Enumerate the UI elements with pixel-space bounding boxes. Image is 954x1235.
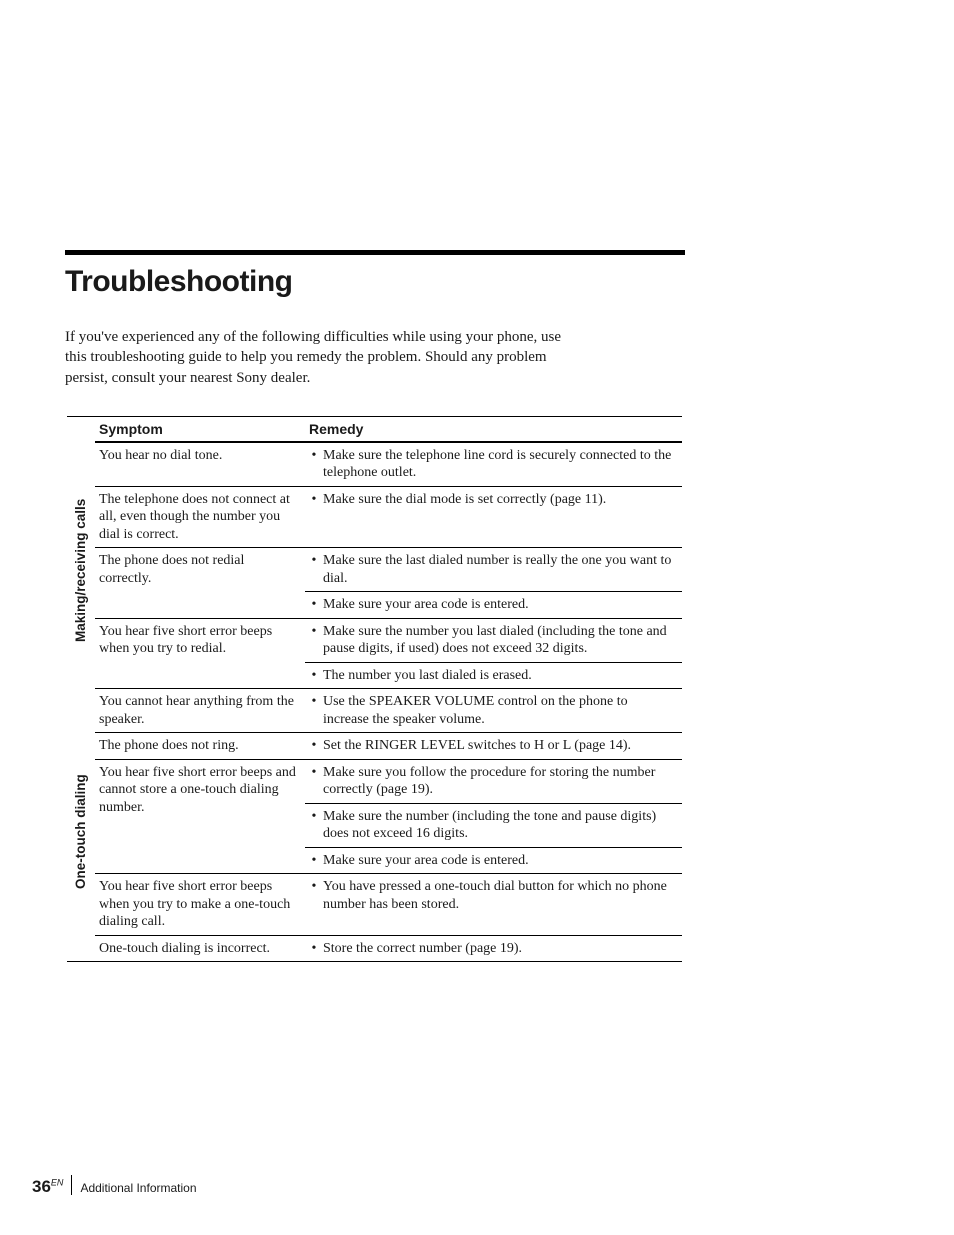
bullet-icon: • [305,878,323,913]
remedy-item: •Make sure the number (including the ton… [305,803,682,847]
intro-paragraph: If you've experienced any of the followi… [65,327,585,388]
remedy-text: Use the SPEAKER VOLUME control on the ph… [323,693,678,728]
table-row: You hear no dial tone.•Make sure the tel… [95,442,682,486]
remedy-item: •Store the correct number (page 19). [305,936,682,962]
remedy-item: •Make sure your area code is entered. [305,591,682,618]
remedy-cell: •Make sure you follow the procedure for … [305,760,682,874]
bullet-icon: • [305,447,323,482]
remedy-text: Make sure the last dialed number is real… [323,552,678,587]
remedy-cell: •Make sure the last dialed number is rea… [305,548,682,618]
remedy-item: •Use the SPEAKER VOLUME control on the p… [305,689,682,732]
footer-divider [71,1175,72,1195]
page-title: Troubleshooting [65,265,685,299]
remedy-text: Set the RINGER LEVEL switches to H or L … [323,737,678,755]
symptom-cell: You hear five short error beeps when you… [95,619,305,689]
footer-section-label: Additional Information [80,1181,196,1197]
table-row: The telephone does not connect at all, e… [95,486,682,548]
bullet-icon: • [305,596,323,614]
bullet-icon: • [305,940,323,958]
table-row: You hear five short error beeps and cann… [95,759,682,874]
remedy-item: •Make sure you follow the procedure for … [305,760,682,803]
table-row: One-touch dialing is incorrect.•Store th… [95,935,682,962]
page-number: 36EN [32,1177,63,1197]
remedy-item: •Make sure the number you last dialed (i… [305,619,682,662]
remedy-cell: •You have pressed a one-touch dial butto… [305,874,682,935]
page-number-value: 36 [32,1177,51,1196]
symptom-cell: You hear five short error beeps and cann… [95,760,305,874]
remedy-item: •Set the RINGER LEVEL switches to H or L… [305,733,682,759]
table-row: You hear five short error beeps when you… [95,873,682,935]
remedy-cell: •Make sure the telephone line cord is se… [305,443,682,486]
symptom-cell: You hear five short error beeps when you… [95,874,305,935]
table-row: The phone does not ring.•Set the RINGER … [95,732,682,759]
table-row: You hear five short error beeps when you… [95,618,682,689]
remedy-cell: •Set the RINGER LEVEL switches to H or L… [305,733,682,759]
bullet-icon: • [305,852,323,870]
header-remedy: Remedy [305,417,682,441]
page-content: Troubleshooting If you've experienced an… [65,250,685,962]
page-footer: 36EN Additional Information [32,1175,197,1197]
table-row: The phone does not redial correctly.•Mak… [95,547,682,618]
remedy-cell: •Make sure the number you last dialed (i… [305,619,682,689]
header-symptom: Symptom [95,417,305,441]
remedy-text: Make sure the telephone line cord is sec… [323,447,678,482]
section-label: One-touch dialing [73,774,88,889]
remedy-text: Make sure the number you last dialed (in… [323,623,678,658]
remedy-text: Make sure your area code is entered. [323,596,678,614]
bullet-icon: • [305,667,323,685]
bullet-icon: • [305,737,323,755]
remedy-item: •Make sure the last dialed number is rea… [305,548,682,591]
table-header-row: Symptom Remedy [95,417,682,442]
symptom-cell: You hear no dial tone. [95,443,305,486]
symptom-cell: The phone does not ring. [95,733,305,759]
symptom-cell: The phone does not redial correctly. [95,548,305,618]
page-number-suffix: EN [51,1177,64,1187]
remedy-item: •You have pressed a one-touch dial butto… [305,874,682,917]
table-body: You hear no dial tone.•Make sure the tel… [95,442,682,962]
troubleshooting-table: Making/receiving calls One-touch dialing … [67,416,682,963]
bullet-icon: • [305,764,323,799]
symptom-cell: You cannot hear anything from the speake… [95,689,305,732]
table-row: You cannot hear anything from the speake… [95,688,682,732]
table-main-column: Symptom Remedy You hear no dial tone.•Ma… [95,417,682,962]
remedy-text: Store the correct number (page 19). [323,940,678,958]
symptom-cell: The telephone does not connect at all, e… [95,487,305,548]
remedy-text: You have pressed a one-touch dial button… [323,878,678,913]
remedy-item: •The number you last dialed is erased. [305,662,682,689]
remedy-text: Make sure the number (including the tone… [323,808,678,843]
remedy-cell: •Store the correct number (page 19). [305,936,682,962]
remedy-item: •Make sure your area code is entered. [305,847,682,874]
section-label: Making/receiving calls [73,498,88,641]
bullet-icon: • [305,808,323,843]
horizontal-rule [65,250,685,255]
remedy-cell: •Use the SPEAKER VOLUME control on the p… [305,689,682,732]
section-label-column: Making/receiving calls One-touch dialing [67,417,95,962]
remedy-text: Make sure you follow the procedure for s… [323,764,678,799]
symptom-cell: One-touch dialing is incorrect. [95,936,305,962]
bullet-icon: • [305,552,323,587]
remedy-text: Make sure the dial mode is set correctly… [323,491,678,509]
bullet-icon: • [305,693,323,728]
remedy-text: The number you last dialed is erased. [323,667,678,685]
remedy-item: •Make sure the dial mode is set correctl… [305,487,682,513]
remedy-item: •Make sure the telephone line cord is se… [305,443,682,486]
remedy-cell: •Make sure the dial mode is set correctl… [305,487,682,548]
remedy-text: Make sure your area code is entered. [323,852,678,870]
bullet-icon: • [305,491,323,509]
bullet-icon: • [305,623,323,658]
